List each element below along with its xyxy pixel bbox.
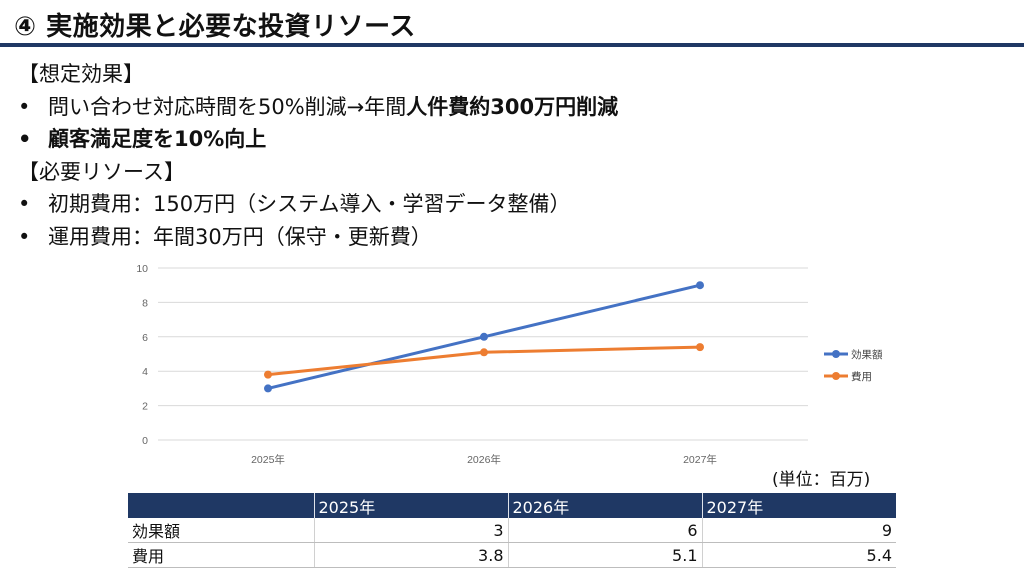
data-point bbox=[480, 332, 488, 341]
x-tick-label: 2026年 bbox=[467, 453, 501, 466]
table-cell: 9 bbox=[702, 518, 896, 543]
table-header-cell: 2026年 bbox=[508, 493, 703, 518]
table-header-cell: 2027年 bbox=[702, 493, 896, 518]
y-tick-label: 0 bbox=[142, 435, 148, 447]
data-point bbox=[264, 370, 272, 379]
table-header-cell: 2025年 bbox=[314, 493, 509, 518]
y-tick-label: 6 bbox=[142, 332, 148, 344]
table-row: 効果額 3 6 9 bbox=[128, 518, 896, 543]
data-point bbox=[696, 281, 704, 290]
table-cell: 5.4 bbox=[702, 542, 896, 568]
x-tick-label: 2025年 bbox=[251, 453, 285, 466]
table-header-cell bbox=[128, 493, 315, 518]
table-cell: 3.8 bbox=[314, 542, 509, 568]
slide-title: ④ 実施効果と必要な投資リソース bbox=[14, 12, 416, 42]
y-tick-label: 2 bbox=[142, 401, 148, 413]
bullet-item: • 顧客満足度を10%向上 bbox=[18, 123, 618, 156]
bullet-item: • 初期費用：150万円（システム導入・学習データ整備） bbox=[18, 188, 618, 221]
bullet-icon: • bbox=[18, 224, 31, 249]
y-tick-label: 8 bbox=[142, 297, 148, 309]
y-tick-label: 10 bbox=[136, 263, 148, 275]
table-cell: 5.1 bbox=[508, 542, 703, 568]
data-point bbox=[480, 348, 488, 357]
table-row: 費用 3.8 5.1 5.4 bbox=[128, 542, 896, 568]
data-point bbox=[696, 343, 704, 352]
y-tick-label: 4 bbox=[142, 366, 148, 378]
legend-label: 費用 bbox=[851, 370, 872, 383]
bullet-item: • 問い合わせ対応時間を50%削減→年間人件費約300万円削減 bbox=[18, 91, 618, 124]
bullet-item: • 運用費用：年間30万円（保守・更新費） bbox=[18, 221, 618, 254]
effects-heading: 【想定効果】 bbox=[18, 62, 144, 86]
bullet-text: 問い合わせ対応時間を50%削減→年間 bbox=[48, 94, 407, 119]
bullet-text: 初期費用：150万円（システム導入・学習データ整備） bbox=[48, 192, 571, 216]
table-header-row: 2025年 2026年 2027年 bbox=[128, 493, 896, 518]
unit-label: (単位：百万) bbox=[772, 470, 871, 490]
bullet-icon: • bbox=[18, 94, 31, 119]
bullet-text: 運用費用：年間30万円（保守・更新費） bbox=[48, 224, 432, 249]
bullet-icon: • bbox=[18, 192, 31, 216]
table-cell: 6 bbox=[508, 518, 703, 543]
title-divider bbox=[0, 43, 1024, 47]
resources-heading: 【必要リソース】 bbox=[18, 159, 185, 184]
table-cell: 3 bbox=[314, 518, 509, 543]
legend-marker bbox=[832, 372, 840, 380]
data-point bbox=[264, 384, 272, 393]
bullet-emphasis: 人件費約300万円削減 bbox=[406, 94, 619, 119]
legend-marker bbox=[832, 350, 840, 358]
bullet-icon: • bbox=[18, 127, 32, 151]
bullet-emphasis: 顧客満足度を10%向上 bbox=[48, 127, 267, 151]
content-text: 【想定効果】 • 問い合わせ対応時間を50%削減→年間人件費約300万円削減 • 顧… bbox=[18, 58, 618, 253]
row-label: 効果額 bbox=[128, 518, 315, 543]
x-tick-label: 2027年 bbox=[683, 453, 717, 466]
legend-label: 効果額 bbox=[851, 348, 883, 361]
row-label: 費用 bbox=[128, 542, 315, 568]
data-table: 2025年 2026年 2027年 効果額 3 6 9 費用 3.8 5.1 5… bbox=[128, 493, 896, 568]
